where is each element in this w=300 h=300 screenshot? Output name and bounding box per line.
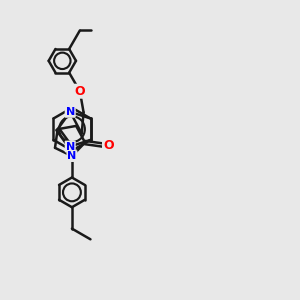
Text: O: O: [74, 85, 85, 98]
Text: O: O: [103, 139, 114, 152]
Text: N: N: [66, 142, 75, 152]
Text: N: N: [67, 151, 76, 161]
Text: N: N: [66, 107, 75, 117]
